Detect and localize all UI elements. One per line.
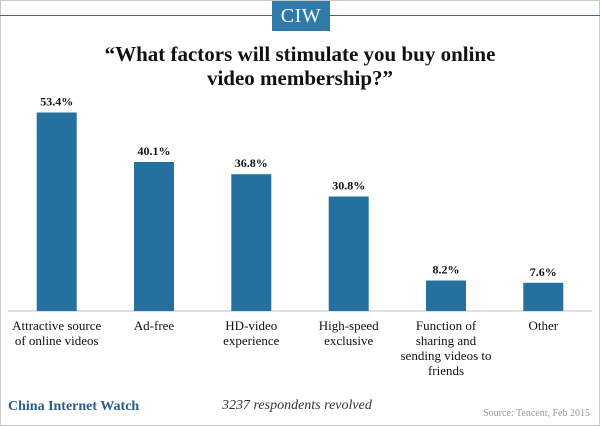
data-label: 40.1% xyxy=(138,144,171,158)
chart-title: “What factors will stimulate you buy onl… xyxy=(104,42,496,90)
data-label: 36.8% xyxy=(235,156,268,170)
category-label: High-speed exclusive xyxy=(319,318,379,348)
category-label: Other xyxy=(528,318,558,333)
category-label: Function of sharing and sending videos to f… xyxy=(401,318,492,378)
data-label: 53.4% xyxy=(40,95,73,109)
bar xyxy=(523,282,564,311)
category-label: Attractive source of online videos xyxy=(12,318,101,348)
data-label: 8.2% xyxy=(433,263,460,277)
bar xyxy=(328,196,369,311)
bar xyxy=(426,280,466,311)
data-label: 7.6% xyxy=(530,265,557,279)
ciw-logo: CIW xyxy=(272,1,330,31)
bar xyxy=(134,162,174,311)
bar xyxy=(231,174,272,311)
footer-source: Source: Tencent, Feb 2015 xyxy=(483,408,590,419)
bar xyxy=(36,112,77,311)
data-label: 30.8% xyxy=(332,179,365,193)
footer-respondents-note: 3237 respondents revolved xyxy=(222,398,372,413)
footer-brand: China Internet Watch xyxy=(8,399,140,414)
category-label: Ad-free xyxy=(134,318,175,333)
category-label: HD-video experience xyxy=(223,318,280,348)
